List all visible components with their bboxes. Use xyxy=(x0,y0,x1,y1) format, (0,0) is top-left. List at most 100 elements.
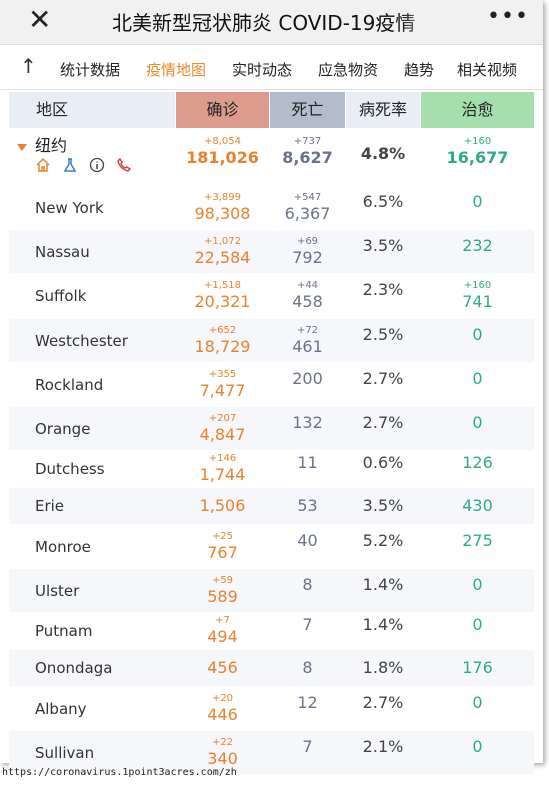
confirmed: +1,072 22,584 xyxy=(176,236,269,268)
cured-value: 0 xyxy=(472,191,483,211)
table-row[interactable]: Westchester +652 18,729 +72 461 2.5% 0 xyxy=(9,319,534,362)
rate-value: 6.5% xyxy=(362,191,404,211)
cured-value: 0 xyxy=(472,736,483,756)
confirmed: +22 340 xyxy=(176,737,269,769)
confirmed: +146 1,744 xyxy=(176,453,269,485)
deaths: 7 xyxy=(270,737,345,757)
home-icon[interactable] xyxy=(35,157,51,177)
confirmed: +59 589 xyxy=(176,575,269,607)
confirmed-value: 340 xyxy=(207,748,238,768)
confirmed-value: 456 xyxy=(207,658,238,677)
rate: 2.5% xyxy=(346,325,420,345)
confirmed-value: 20,321 xyxy=(194,292,251,311)
table-row[interactable]: Orange +207 4,847 132 2.7% 0 xyxy=(9,407,534,450)
deaths: 132 xyxy=(270,413,345,433)
rate: 6.5% xyxy=(346,192,420,212)
rate: 2.3% xyxy=(346,280,420,300)
tab-trend[interactable]: 趋势 xyxy=(404,61,435,79)
table-row[interactable]: New York +3,899 98,308 +547 6,367 6.5% 0 xyxy=(9,186,534,229)
confirmed-delta: +207 xyxy=(208,412,237,424)
region-name: Ulster xyxy=(35,581,80,600)
flask-icon[interactable] xyxy=(62,157,78,177)
table-row[interactable]: Nassau +1,072 22,584 +69 792 3.5% 232 xyxy=(9,230,534,273)
cured-value: 0 xyxy=(472,574,483,594)
cured: 0 xyxy=(421,192,534,212)
collapse-caret-icon[interactable] xyxy=(17,144,27,151)
cured-value: 126 xyxy=(462,453,493,472)
confirmed-delta: +22 xyxy=(211,736,234,748)
tab-supplies[interactable]: 应急物资 xyxy=(318,61,379,79)
deaths: 12 xyxy=(270,693,345,713)
deaths: 40 xyxy=(270,531,345,551)
confirmed-value: 494 xyxy=(207,627,238,646)
deaths: +72 461 xyxy=(270,325,345,357)
deaths-value: 12 xyxy=(297,692,318,712)
rate-value: 2.7% xyxy=(362,368,404,388)
confirmed-value: 18,729 xyxy=(194,336,251,356)
close-icon[interactable]: ✕ xyxy=(28,3,52,36)
deaths-value: 40 xyxy=(297,530,318,550)
tab-news[interactable]: 实时动态 xyxy=(232,61,293,79)
confirmed-value: 446 xyxy=(207,704,238,724)
col-header-confirmed[interactable]: 确诊 xyxy=(176,92,269,128)
col-header-deaths[interactable]: 死亡 xyxy=(270,92,345,128)
deaths-value: 461 xyxy=(292,336,323,356)
confirmed-delta: +1,072 xyxy=(203,235,241,247)
table-row[interactable]: Sullivan +22 340 7 2.1% 0 xyxy=(9,731,534,774)
table-row[interactable]: Suffolk +1,518 20,321 +44 458 2.3% +160 741 xyxy=(9,274,534,318)
col-header-rate[interactable]: 病死率 xyxy=(346,92,420,128)
tab-videos[interactable]: 相关视频 xyxy=(457,61,518,79)
deaths: 8 xyxy=(270,658,345,678)
confirmed-delta: +8,054 xyxy=(203,136,241,147)
tab-stats[interactable]: 统计数据 xyxy=(60,61,121,79)
deaths-value: 8,627 xyxy=(282,148,333,167)
back-arrow-icon[interactable]: ↑ xyxy=(20,54,37,78)
confirmed-value: 22,584 xyxy=(194,247,251,267)
table-row[interactable]: Putnam +7 494 7 1.4% 0 xyxy=(9,613,534,649)
table-row[interactable]: Onondaga 456 8 1.8% 176 xyxy=(9,650,534,686)
cured: 0 xyxy=(421,615,534,635)
region-name: Rockland xyxy=(35,375,104,394)
confirmed-delta: +652 xyxy=(208,324,237,336)
deaths-value: 792 xyxy=(292,247,323,267)
confirmed: +1,518 20,321 xyxy=(176,280,269,312)
rate: 1.8% xyxy=(346,658,420,678)
confirmed-delta: +355 xyxy=(208,368,237,380)
table-row[interactable]: Ulster +59 589 8 1.4% 0 xyxy=(9,569,534,612)
confirmed: +3,899 98,308 xyxy=(176,192,269,224)
rate-value: 3.5% xyxy=(362,235,404,255)
cured-value: 430 xyxy=(462,496,493,515)
confirmed-delta: +146 xyxy=(208,453,237,464)
confirmed-value: 767 xyxy=(207,542,238,562)
phone-icon[interactable] xyxy=(116,157,132,177)
cured: 232 xyxy=(421,236,534,256)
col-header-cured[interactable]: 治愈 xyxy=(421,92,534,128)
tab-map[interactable]: 疫情地图 xyxy=(146,61,207,79)
summary-row[interactable]: 纽约 +8,054 181 xyxy=(9,130,534,182)
table-row[interactable]: Dutchess +146 1,744 11 0.6% 126 xyxy=(9,451,534,487)
confirmed: +652 18,729 xyxy=(176,325,269,357)
confirmed: +207 4,847 xyxy=(176,413,269,445)
cured-value: 0 xyxy=(472,412,483,432)
more-icon[interactable]: ••• xyxy=(487,4,529,29)
title-bar: ✕ 北美新型冠状肺炎 COVID-19疫情 ••• xyxy=(0,0,543,45)
rate-value: 2.1% xyxy=(362,736,404,756)
deaths-delta: +44 xyxy=(296,280,319,291)
col-header-region[interactable]: 地区 xyxy=(9,92,175,128)
deaths: 7 xyxy=(270,615,345,635)
cured-value: 0 xyxy=(472,324,483,344)
table-row[interactable]: Erie 1,506 53 3.5% 430 xyxy=(9,488,534,524)
cured-value: 232 xyxy=(462,235,493,255)
cured: 0 xyxy=(421,737,534,757)
cured-delta: +160 xyxy=(463,280,492,291)
rate: 3.5% xyxy=(346,236,420,256)
region-name: 纽约 xyxy=(35,136,68,155)
table-row[interactable]: Albany +20 446 12 2.7% 0 xyxy=(9,687,534,730)
deaths: 11 xyxy=(270,453,345,473)
source-url[interactable]: https://coronavirus.1point3acres.com/zh xyxy=(2,767,237,778)
deaths-value: 7 xyxy=(302,736,313,756)
info-icon[interactable] xyxy=(89,157,105,177)
deaths-value: 200 xyxy=(292,368,323,388)
table-row[interactable]: Rockland +355 7,477 200 2.7% 0 xyxy=(9,363,534,406)
table-row[interactable]: Monroe +25 767 40 5.2% 275 xyxy=(9,525,534,568)
